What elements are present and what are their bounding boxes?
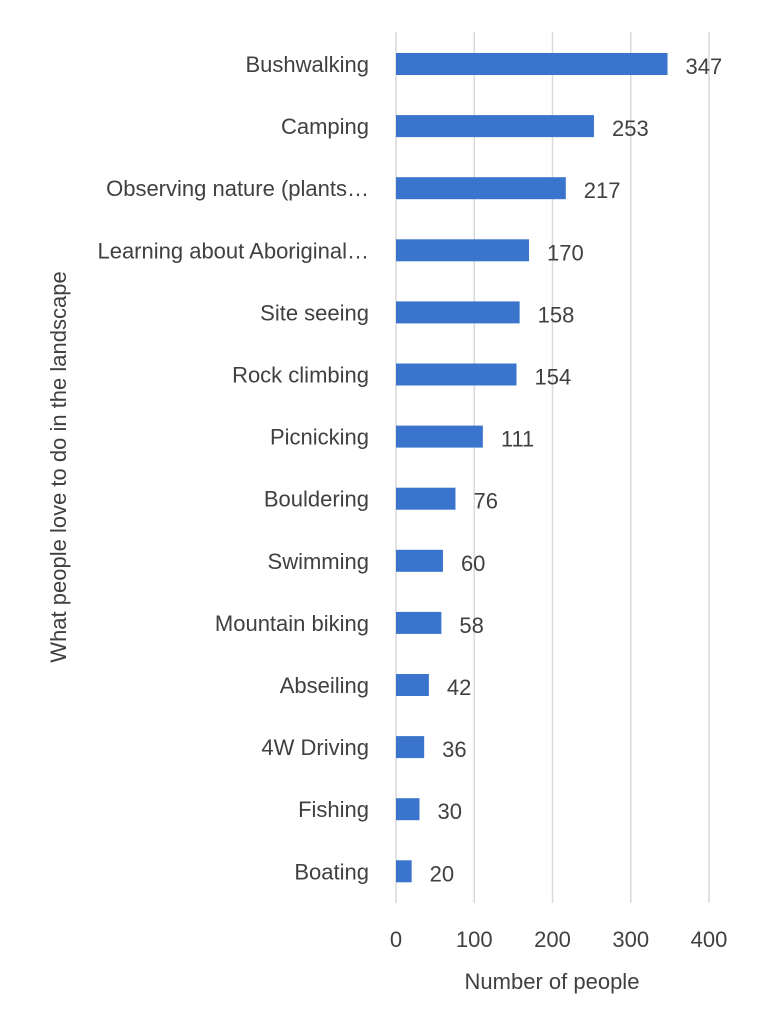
category-label-10: Abseiling bbox=[280, 673, 369, 698]
bar-0 bbox=[396, 53, 668, 75]
x-tick-label-0: 0 bbox=[390, 927, 402, 952]
data-label-4: 158 bbox=[538, 302, 575, 327]
x-tick-label-300: 300 bbox=[612, 927, 649, 952]
category-label-11: 4W Driving bbox=[261, 735, 369, 760]
bars bbox=[396, 53, 668, 883]
data-label-3: 170 bbox=[547, 240, 584, 265]
data-label-1: 253 bbox=[612, 116, 649, 141]
x-axis-title: Number of people bbox=[465, 969, 640, 994]
data-label-9: 58 bbox=[459, 613, 483, 638]
x-tick-label-100: 100 bbox=[456, 927, 493, 952]
bar-2 bbox=[396, 177, 566, 200]
bar-10 bbox=[396, 674, 429, 696]
bar-1 bbox=[396, 115, 594, 138]
data-label-8: 60 bbox=[461, 551, 485, 576]
category-label-12: Fishing bbox=[298, 797, 369, 822]
x-tick-label-400: 400 bbox=[691, 927, 728, 952]
category-label-7: Bouldering bbox=[264, 487, 369, 512]
data-label-6: 111 bbox=[501, 427, 534, 452]
category-label-4: Site seeing bbox=[260, 300, 369, 325]
bar-9 bbox=[396, 611, 442, 634]
data-label-0: 347 bbox=[686, 54, 723, 79]
category-label-9: Mountain biking bbox=[215, 611, 369, 636]
bar-12 bbox=[396, 798, 420, 821]
category-label-6: Picnicking bbox=[270, 425, 369, 450]
data-label-10: 42 bbox=[447, 675, 471, 700]
category-label-1: Camping bbox=[281, 114, 369, 139]
category-label-3: Learning about Aboriginal… bbox=[97, 238, 369, 263]
data-label-2: 217 bbox=[584, 178, 621, 203]
category-label-5: Rock climbing bbox=[232, 363, 369, 388]
bar-8 bbox=[396, 549, 443, 572]
data-label-12: 30 bbox=[437, 799, 461, 824]
category-label-0: Bushwalking bbox=[245, 52, 369, 77]
bar-5 bbox=[396, 363, 517, 386]
data-label-13: 20 bbox=[430, 861, 454, 886]
bar-3 bbox=[396, 239, 530, 262]
category-labels: Bushwalking Camping Observing nature (plan… bbox=[97, 52, 369, 884]
bar-13 bbox=[396, 860, 412, 883]
bar-4 bbox=[396, 301, 520, 324]
bar-11 bbox=[396, 736, 425, 759]
y-axis-title: What people love to do in the landscape bbox=[46, 271, 71, 662]
data-label-7: 76 bbox=[473, 489, 497, 514]
x-axis-ticks: 0 100 200 300 400 bbox=[390, 927, 727, 952]
bar-7 bbox=[396, 487, 456, 510]
data-label-11: 36 bbox=[442, 737, 466, 762]
category-label-8: Swimming bbox=[268, 549, 369, 574]
data-labels: 347 253 217 170 158 154 111 76 60 58 42 36 30 20 bbox=[430, 54, 723, 886]
category-label-2: Observing nature (plants… bbox=[106, 176, 369, 201]
bar-6 bbox=[396, 425, 483, 448]
data-label-5: 154 bbox=[535, 365, 572, 390]
gridlines bbox=[395, 32, 710, 903]
category-label-13: Boating bbox=[294, 859, 369, 884]
x-tick-label-200: 200 bbox=[534, 927, 571, 952]
